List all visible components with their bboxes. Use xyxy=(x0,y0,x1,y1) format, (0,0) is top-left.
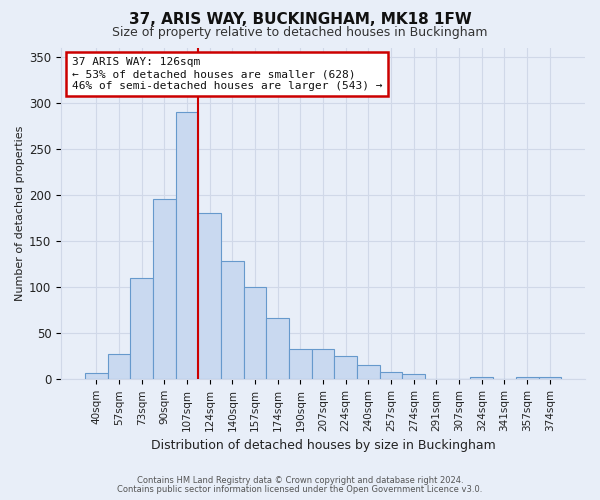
Bar xyxy=(85,373,107,380)
Bar xyxy=(266,318,289,380)
Bar xyxy=(312,349,334,380)
Bar xyxy=(516,378,539,380)
Bar xyxy=(244,287,266,380)
Bar xyxy=(176,112,199,380)
Text: Size of property relative to detached houses in Buckingham: Size of property relative to detached ho… xyxy=(112,26,488,39)
Bar xyxy=(221,262,244,380)
Bar xyxy=(357,364,380,380)
Bar xyxy=(289,349,312,380)
Bar xyxy=(334,356,357,380)
Y-axis label: Number of detached properties: Number of detached properties xyxy=(15,126,25,301)
Bar xyxy=(470,378,493,380)
Bar xyxy=(539,378,561,380)
Text: 37, ARIS WAY, BUCKINGHAM, MK18 1FW: 37, ARIS WAY, BUCKINGHAM, MK18 1FW xyxy=(128,12,472,28)
Bar xyxy=(153,198,176,380)
Bar xyxy=(403,374,425,380)
Bar xyxy=(130,278,153,380)
Text: 37 ARIS WAY: 126sqm
← 53% of detached houses are smaller (628)
46% of semi-detac: 37 ARIS WAY: 126sqm ← 53% of detached ho… xyxy=(71,58,382,90)
Text: Contains HM Land Registry data © Crown copyright and database right 2024.: Contains HM Land Registry data © Crown c… xyxy=(137,476,463,485)
Bar xyxy=(107,354,130,380)
X-axis label: Distribution of detached houses by size in Buckingham: Distribution of detached houses by size … xyxy=(151,440,496,452)
Text: Contains public sector information licensed under the Open Government Licence v3: Contains public sector information licen… xyxy=(118,485,482,494)
Bar xyxy=(199,214,221,380)
Bar xyxy=(380,372,403,380)
